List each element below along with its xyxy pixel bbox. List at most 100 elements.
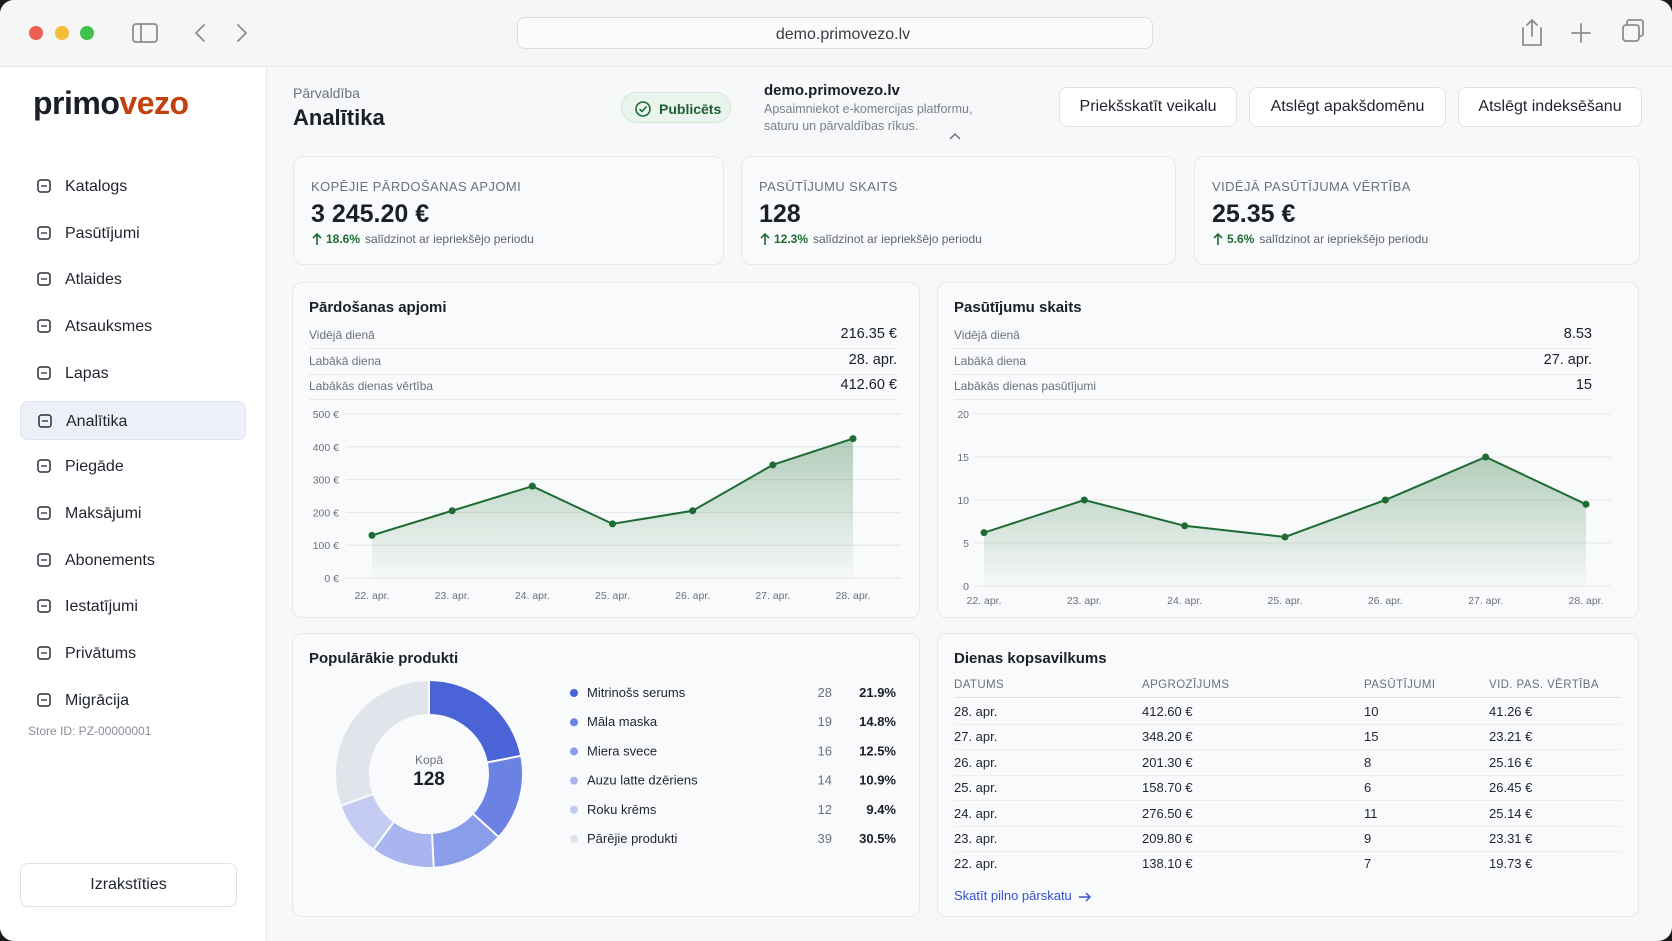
legend-count: 39 xyxy=(818,831,832,846)
legend-dot xyxy=(570,805,578,814)
table-rule xyxy=(954,697,1622,698)
card-title: Dienas kopsavilkums xyxy=(954,650,1107,667)
table-cell: 26. apr. xyxy=(954,754,998,770)
point xyxy=(1281,533,1289,541)
table-cell: 138.10 € xyxy=(1142,856,1193,872)
nav-label: Atsauksmes xyxy=(65,318,153,336)
nav-item[interactable]: Katalogs xyxy=(20,167,246,206)
nav-item[interactable]: Atlaides xyxy=(20,260,246,299)
tabs-button-back xyxy=(1626,19,1644,37)
table-cell: 6 xyxy=(1364,780,1372,796)
share-button[interactable] xyxy=(1522,19,1542,46)
nav-item[interactable]: Pasūtījumi xyxy=(20,214,246,253)
zoom-button[interactable] xyxy=(80,26,94,40)
nav-icon xyxy=(37,552,51,567)
table-cell: 26.45 € xyxy=(1489,780,1533,796)
nav-item[interactable]: Analītika xyxy=(20,400,246,440)
logo-accent: vezo xyxy=(119,85,189,121)
x-tick-label: 28. apr. xyxy=(1568,595,1603,607)
table-header: DATUMS xyxy=(954,679,1005,691)
y-tick-label: 500 € xyxy=(313,409,339,421)
x-tick-label: 28. apr. xyxy=(835,590,870,602)
collapse-chevron[interactable] xyxy=(947,131,963,141)
nav-item[interactable]: Piegāde xyxy=(20,447,246,486)
close-button[interactable] xyxy=(29,26,43,40)
stat-value: 412.60 € xyxy=(840,377,897,393)
nav-item[interactable]: Iestatījumi xyxy=(20,587,246,626)
point xyxy=(609,520,616,528)
x-tick-label: 23. apr. xyxy=(435,590,470,602)
nav-label: Pasūtījumi xyxy=(65,224,140,242)
browser-toolbar: demo.primovezo.lv xyxy=(0,0,1672,67)
nav-item[interactable]: Maksājumi xyxy=(20,494,246,533)
stat-row: Vidējā dienā 216.35 € xyxy=(309,323,897,349)
kpi-value: 128 xyxy=(759,200,801,228)
table-cell: 25.14 € xyxy=(1489,805,1533,821)
breadcrumb[interactable]: Pārvaldība xyxy=(293,85,360,101)
sidebar-toggle[interactable] xyxy=(132,23,158,43)
address-bar[interactable]: demo.primovezo.lv xyxy=(517,17,1153,49)
back-button[interactable] xyxy=(195,24,205,42)
nav-item[interactable]: Abonements xyxy=(20,541,246,580)
nav-icon xyxy=(37,179,51,193)
table-cell: 8 xyxy=(1364,754,1372,770)
stat-value: 216.35 € xyxy=(840,326,897,342)
table-divider xyxy=(954,774,1622,776)
tabs-button[interactable] xyxy=(1622,24,1640,42)
subdomain-button[interactable]: Atslēgt apakšdomēnu xyxy=(1249,87,1446,127)
legend-share: 14.8% xyxy=(859,714,896,729)
status-text: Publicēts xyxy=(659,101,722,117)
table-divider xyxy=(954,800,1622,802)
nav-item[interactable]: Lapas xyxy=(20,354,246,393)
preview-button[interactable]: Priekšskatīt veikalu xyxy=(1059,87,1237,127)
y-tick-label: 200 € xyxy=(313,507,339,519)
nav-label: Privātums xyxy=(65,645,137,662)
table-header: PASŪTĪJUMI xyxy=(1364,679,1436,691)
nav-icon xyxy=(37,646,51,660)
forward-button[interactable] xyxy=(237,24,247,42)
stat-row: Labākā diena 27. apr. xyxy=(954,349,1592,375)
kpi-change: 18.6% xyxy=(326,232,361,246)
nav-label: Iestatījumi xyxy=(65,598,138,616)
indexing-button[interactable]: Atslēgt indeksēšanu xyxy=(1458,87,1642,127)
table-cell: 28. apr. xyxy=(954,704,998,719)
daily-card: Dienas kopsavilkums DATUMS APGROZĪJUMS PASŪ… xyxy=(937,633,1639,917)
stat-label: Vidējā dienā xyxy=(954,328,1020,342)
minimize-button[interactable] xyxy=(55,26,69,40)
kpi-label: PASŪTĪJUMU SKAITS xyxy=(759,179,898,194)
table-cell: 25. apr. xyxy=(954,780,998,796)
kpi-card: KOPĒJIE PĀRDOŠANAS APJOMI 3 245.20 € 18.6%… xyxy=(293,156,724,265)
y-tick-label: 15 xyxy=(957,452,969,464)
table-cell: 201.30 € xyxy=(1142,754,1193,770)
legend-label: Auzu latte dzēriens xyxy=(587,773,698,788)
x-tick-label: 23. apr. xyxy=(1067,595,1102,607)
kpi-card: VIDĒJĀ PASŪTĪJUMA VĒRTĪBA 25.35 € 5.6% salī… xyxy=(1194,156,1640,265)
stat-value: 27. apr. xyxy=(1543,351,1592,368)
table-divider xyxy=(954,724,1622,725)
new-tab-button[interactable] xyxy=(1571,23,1591,43)
x-tick-label: 22. apr. xyxy=(354,590,389,602)
logo[interactable]: primovezo xyxy=(33,85,189,122)
y-tick-label: 20 xyxy=(957,409,969,421)
nav-item[interactable]: Migrācija xyxy=(20,681,246,720)
nav-label: Katalogs xyxy=(65,178,128,195)
nav-item[interactable]: Privātums xyxy=(20,634,246,673)
donut-slice xyxy=(428,678,523,764)
logout-button[interactable]: Izrakstīties xyxy=(20,863,237,907)
table-cell: 348.20 € xyxy=(1142,729,1193,745)
nav-label: Maksājumi xyxy=(65,504,142,522)
kpi-note: salīdzinot ar iepriekšējo periodu xyxy=(365,232,534,246)
nav-item[interactable]: Atsauksmes xyxy=(20,307,246,346)
legend-label: Māla maska xyxy=(587,714,658,729)
x-tick-label: 27. apr. xyxy=(755,590,790,602)
table-divider xyxy=(954,851,1622,852)
stat-label: Labākās dienas pasūtījumi xyxy=(954,379,1097,393)
table-cell: 10 xyxy=(1364,704,1379,719)
donut-center-label: Kopā xyxy=(415,753,443,767)
table-cell: 158.70 € xyxy=(1142,780,1193,796)
stat-value: 28. apr. xyxy=(848,351,897,368)
legend-share: 30.5% xyxy=(859,831,896,846)
report-link[interactable]: Skatīt pilno pārskatu xyxy=(954,888,1092,903)
nav-icon xyxy=(37,319,51,333)
table-cell: 15 xyxy=(1364,729,1379,745)
